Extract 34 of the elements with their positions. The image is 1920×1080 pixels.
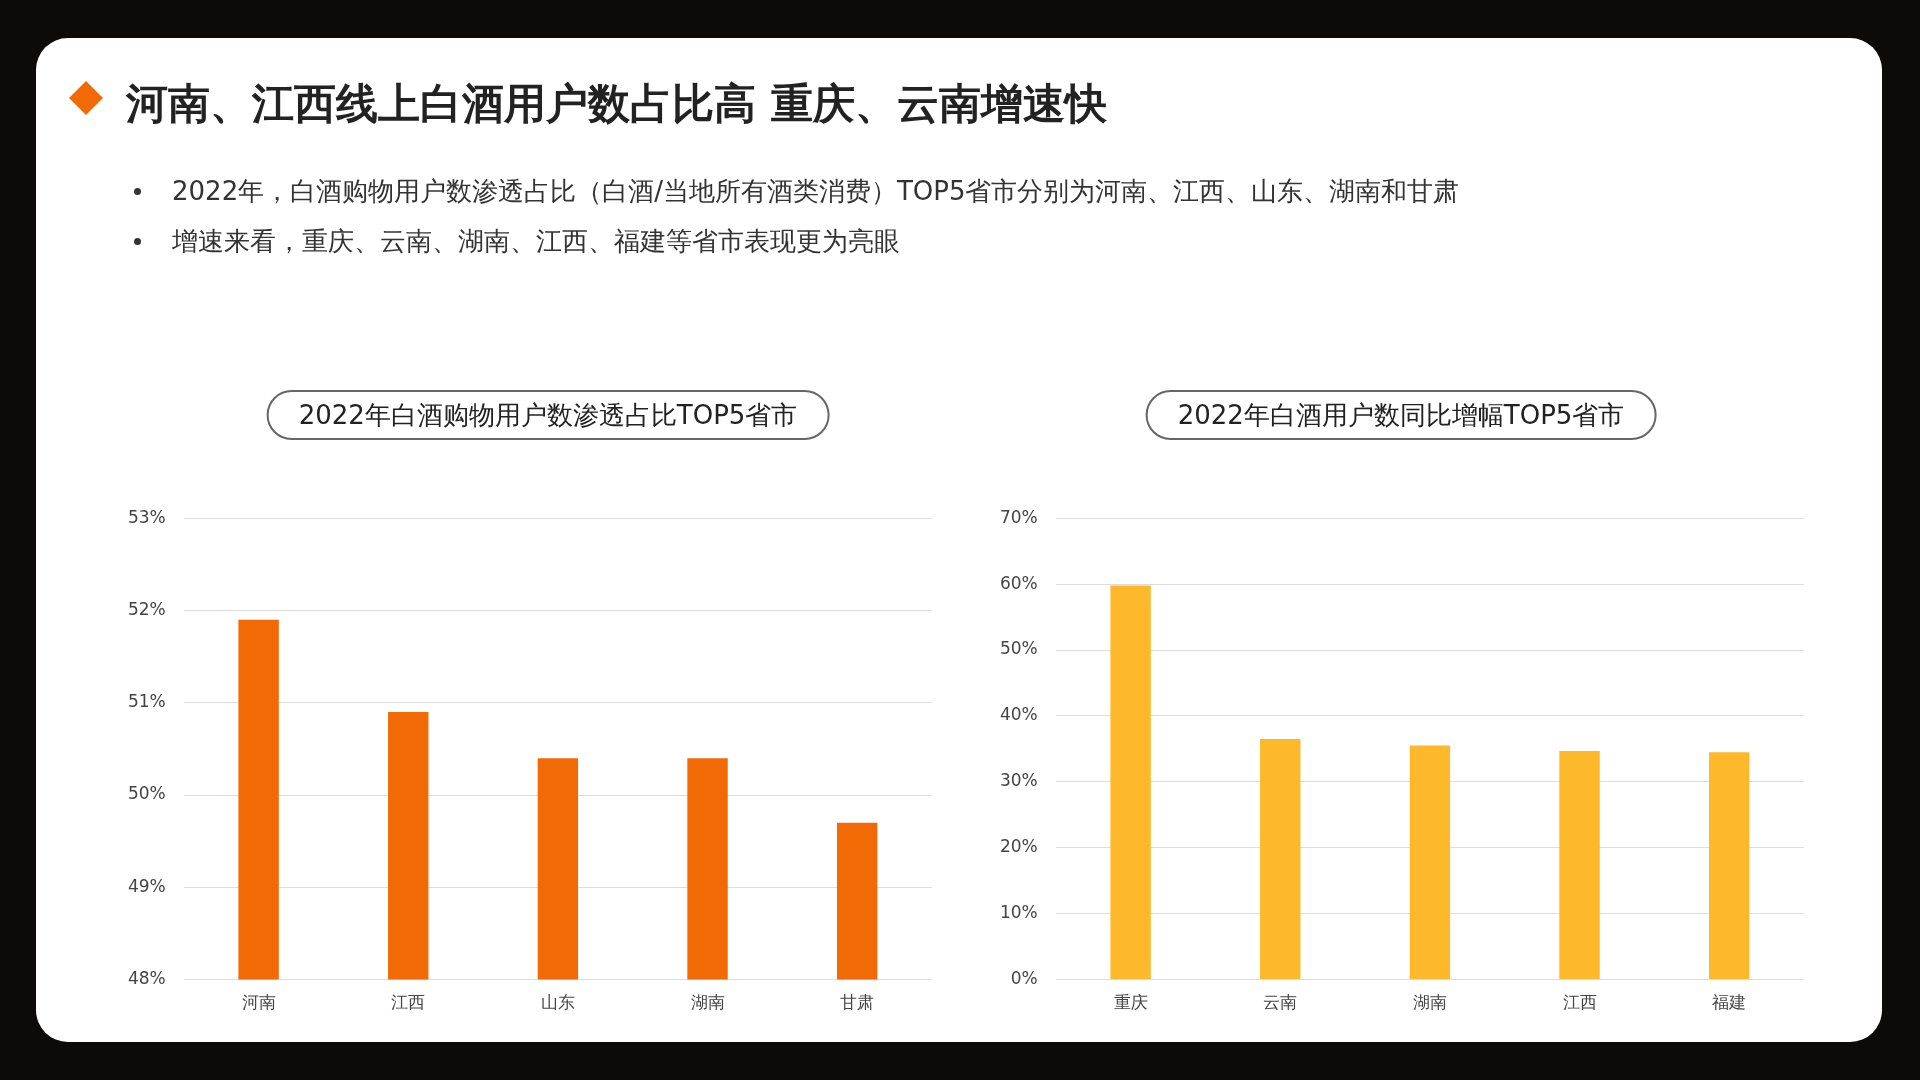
x-tick-label: 江西 <box>1562 992 1597 1013</box>
bar <box>1708 752 1750 980</box>
y-tick-label: 48% <box>127 968 166 989</box>
chart-title: 2022年白酒用户数同比增幅TOP5省市 <box>1145 390 1657 440</box>
y-tick-label: 0% <box>1010 968 1038 989</box>
x-tick-label: 湖南 <box>1412 992 1447 1013</box>
x-tick-label: 山东 <box>540 992 575 1013</box>
x-tick-label: 云南 <box>1263 992 1298 1013</box>
x-tick-label: 甘肃 <box>840 992 875 1013</box>
x-tick-label: 重庆 <box>1113 992 1148 1013</box>
bar <box>1559 750 1600 980</box>
y-tick-label: 53% <box>127 506 166 527</box>
text: 2022年，白酒购物用户数渗透占比（白酒/当地所有酒类消费）TOP5省市分别为河南、江西、山东、湖南和甘肃 <box>172 175 1460 208</box>
bar <box>1409 745 1451 980</box>
y-tick-label: 49% <box>127 875 166 896</box>
y-tick-label: 10% <box>999 902 1038 923</box>
y-tick-label: 51% <box>127 691 166 712</box>
x-tick-label: 江西 <box>391 992 426 1013</box>
x-tick-label: 福建 <box>1712 992 1747 1013</box>
bar <box>1260 739 1301 980</box>
chart-title: 2022年白酒购物用户数渗透占比TOP5省市 <box>266 390 830 440</box>
y-tick-label: 70% <box>999 506 1038 527</box>
y-tick-label: 60% <box>999 572 1038 593</box>
bar <box>1110 585 1151 980</box>
text: 增速来看，重庆、云南、湖南、江西、福建等省市表现更为亮眼 <box>172 225 901 258</box>
y-tick-label: 40% <box>999 704 1038 725</box>
y-tick-label: 50% <box>127 783 166 804</box>
y-tick-label: 52% <box>127 598 166 619</box>
y-tick-label: 20% <box>999 836 1038 857</box>
x-tick-label: 河南 <box>241 992 276 1013</box>
y-tick-label: 30% <box>999 770 1038 791</box>
x-tick-label: 湖南 <box>690 992 725 1013</box>
y-tick-label: 50% <box>999 638 1038 659</box>
text: 河南、江西线上白酒用户数占比高 重庆、云南增速快 <box>126 78 1107 130</box>
